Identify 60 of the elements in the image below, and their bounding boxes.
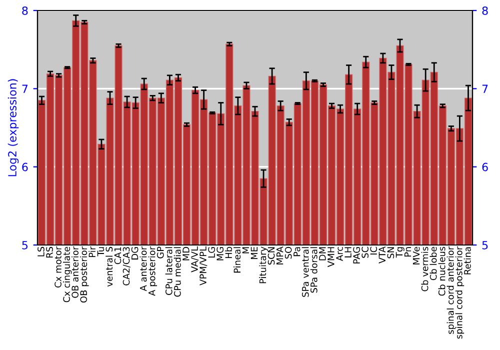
x-tick-label: Cb nucleus [438,246,446,296]
x-tick-label: LH [344,247,352,258]
x-tick-label: Cx cingulate [62,246,72,302]
x-tick-label: SPa ventral [302,247,309,297]
y-tick-label: 6 [22,162,28,172]
x-tick-label: Pineal [234,247,241,273]
x-tick-label: VA/VL [191,246,199,272]
x-tick-label: Pa [294,247,300,256]
x-tick-label: Pn [404,247,412,257]
x-tick-label: SCN [268,247,275,265]
y2-tick-label: 6 [482,162,488,172]
y2-tick-label: 5 [482,241,488,250]
x-tick-label: DG [131,247,138,260]
x-tick-label: CPu medial [174,247,181,297]
x-tick-label: CA1 [114,247,122,264]
x-tick-label: Retina [464,247,471,274]
x-tick-label: VTA [378,246,386,264]
y-tick-label: 5 [22,241,28,250]
x-tick-label: CPu lateral [165,247,172,295]
x-tick-label: IC [370,246,378,254]
x-tick-label: Pituitary [259,246,268,284]
x-tick-label: spinal cord posterior [455,246,464,339]
x-tick-label: Tu [97,247,104,256]
x-tick-label: A anterior [140,246,147,292]
y-tick-label: 8 [22,6,28,15]
x-tick-label: Cb vermis [421,246,428,292]
x-tick-label: MG [216,247,224,260]
x-tick-label: SC [362,246,368,258]
x-tick-label: DM [319,247,326,260]
x-tick-label: PAG [353,247,360,264]
x-tick-label: GP [156,246,164,258]
y-axis-title: Log2 (expression) [8,79,19,176]
x-tick-label: OB anterior [72,246,78,298]
x-tick-label: RS [46,246,53,258]
x-tick-label: LS [38,246,44,256]
x-tick-label: MVe [412,246,420,264]
x-tick-label: Pir [88,246,96,257]
x-tick-label: SPa dorsal [310,247,318,293]
x-tick-label: Arc [336,246,343,261]
x-tick-label: spinal cord anterior [446,246,456,334]
x-tick-label: MD [182,246,190,260]
x-tick-label: MPA [276,246,284,264]
y2-tick-label: 7 [482,84,488,93]
x-tick-label: CA2/CA3 [122,247,130,286]
x-tick-label: SN [387,247,394,258]
x-tick-label: M [242,247,249,254]
x-tick-label: ME [250,246,258,259]
x-tick-label: VMH [328,247,334,268]
x-tick-label: Cb lobe [430,246,437,280]
x-tick-label: Cx motor [54,246,62,288]
x-tick-label: VPM/VPL [200,246,208,286]
y-tick-label: 7 [22,84,28,93]
x-tick-label: A posterior [148,246,158,296]
x-tick-label: OB posterior [80,246,89,303]
x-tick-label: SO [284,246,292,259]
x-tick-label: LG [208,247,215,258]
x-tick-label: Hb [225,246,232,258]
x-tick-label: ventral S [106,246,113,287]
y2-tick-label: 8 [482,6,488,15]
x-tick-label: Tg [396,247,404,258]
